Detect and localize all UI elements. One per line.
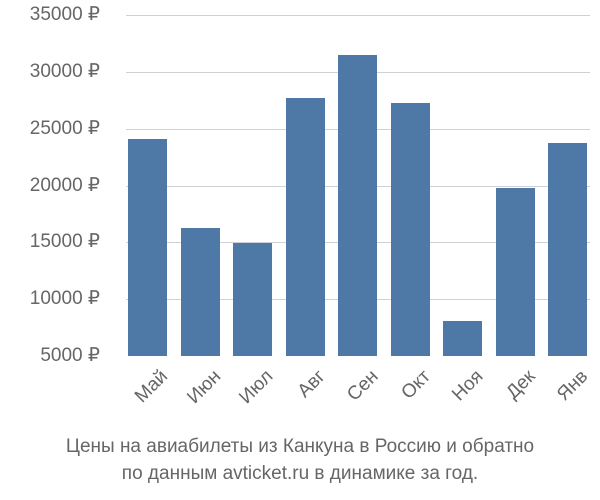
y-tick-label: 15000 ₽: [29, 231, 100, 253]
x-tick-label: Янв: [553, 366, 593, 406]
bar-6: [390, 102, 430, 356]
bar-8: [495, 187, 535, 356]
x-tick-label: Июл: [235, 366, 278, 409]
bar-1: [128, 138, 167, 356]
x-tick-label: Дек: [502, 366, 540, 404]
x-tick-label: Май: [131, 366, 173, 408]
x-tick-label: Авг: [293, 366, 330, 402]
y-tick-label: 20000 ₽: [29, 174, 100, 196]
bar-2: [180, 227, 220, 356]
x-tick-label: Июн: [182, 366, 225, 409]
bar-3: [233, 243, 272, 356]
chart-caption-line-2: по данным avticket.ru в динамике за год.: [121, 463, 479, 484]
bar-7: [443, 320, 482, 356]
chart-caption-line-1: Цены на авиабилеты из Канкуна в Россию и…: [65, 436, 535, 457]
y-tick-label: 5000 ₽: [40, 345, 100, 366]
bar-5: [338, 54, 377, 356]
x-tick-label: Сен: [342, 366, 383, 406]
y-tick-label: 10000 ₽: [29, 288, 100, 310]
bar-4: [285, 97, 325, 356]
gridline: [126, 15, 590, 16]
x-tick-label: Ноя: [448, 366, 488, 406]
y-tick-label: 30000 ₽: [29, 60, 100, 82]
bar-9: [548, 143, 587, 356]
x-tick-label: Окт: [397, 366, 435, 404]
y-tick-label: 25000 ₽: [29, 117, 100, 139]
y-tick-label: 35000 ₽: [29, 4, 100, 25]
